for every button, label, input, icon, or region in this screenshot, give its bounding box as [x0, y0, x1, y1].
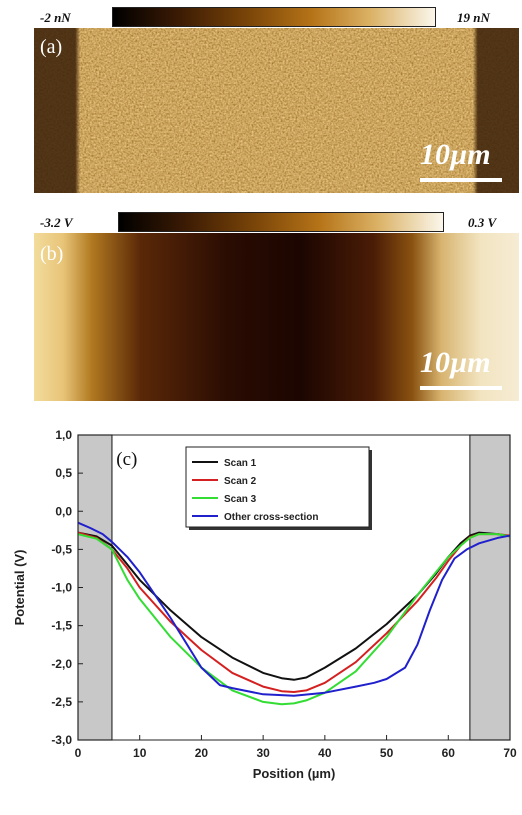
- legend-entry: Scan 3: [224, 494, 257, 505]
- legend: Scan 1 Scan 2 Scan 3 Other cross-section: [185, 446, 372, 530]
- shaded-region-1: [77, 434, 113, 741]
- panel-c-label: (c): [116, 449, 137, 470]
- legend-entry: Other cross-section: [224, 512, 318, 523]
- panel-b-colorbar-min: -3.2 V: [40, 215, 73, 230]
- panel-a-label: (a): [40, 36, 63, 58]
- x-tick-label: 40: [318, 746, 332, 760]
- series-line-other-cross-section: [77, 521, 511, 697]
- shaded-region-2: [469, 434, 511, 741]
- panel-a-colorbar: [112, 7, 436, 27]
- y-tick-label: 1,0: [55, 428, 72, 442]
- panel-b-colorbar: [118, 212, 444, 232]
- panel-a-image: (a) 10µm: [34, 28, 519, 193]
- series-line-scan-2: [77, 531, 511, 693]
- panel-b-scale-label: 10µm: [420, 346, 491, 379]
- panel-b-colorbar-max: 0.3 V: [468, 215, 497, 230]
- legend-entry: Scan 1: [224, 458, 257, 469]
- legend-entry: Scan 2: [224, 476, 257, 487]
- y-tick-label: -0,5: [51, 542, 72, 556]
- series-line-scan-3: [77, 533, 511, 706]
- x-tick-label: 20: [195, 746, 209, 760]
- friction-map: [34, 28, 519, 193]
- panel-a-scale-bar: [420, 178, 502, 182]
- y-tick-label: -2,5: [51, 695, 72, 709]
- y-tick-label: 0,0: [55, 504, 72, 518]
- series-line-scan-1: [77, 531, 511, 681]
- potential-profile-chart: 0 10 20 30 40 50 60 70 1,0 0,5 0,0 -0,5 -1,0 -1,5 -2,0…: [12, 428, 517, 781]
- panel-a-colorbar-max: 19 nN: [457, 10, 490, 25]
- axis-ticks: 0 10 20 30 40 50 60 70 1,0 0,5 0,0 -0,5 -1,0 -1,5 -2,0…: [51, 428, 517, 760]
- y-tick-label: -3,0: [51, 733, 72, 747]
- x-tick-label: 30: [256, 746, 270, 760]
- panel-a-scale-label: 10µm: [420, 138, 491, 171]
- y-axis-label: Potential (V): [12, 550, 27, 626]
- panel-b-label: (b): [40, 243, 64, 265]
- y-tick-label: -1,5: [51, 619, 72, 633]
- panel-b-scale-bar: [420, 386, 502, 390]
- x-tick-label: 70: [503, 746, 517, 760]
- panel-a-colorbar-min: -2 nN: [40, 10, 71, 25]
- x-tick-label: 0: [75, 746, 82, 760]
- x-axis-label: Position (µm): [253, 766, 336, 781]
- y-tick-label: -2,0: [51, 657, 72, 671]
- x-tick-label: 10: [133, 746, 147, 760]
- x-tick-label: 60: [442, 746, 456, 760]
- x-tick-label: 50: [380, 746, 394, 760]
- y-tick-label: 0,5: [55, 466, 72, 480]
- y-tick-label: -1,0: [51, 581, 72, 595]
- panel-b-image: (b) 10µm: [34, 233, 519, 401]
- series-lines: [77, 521, 511, 706]
